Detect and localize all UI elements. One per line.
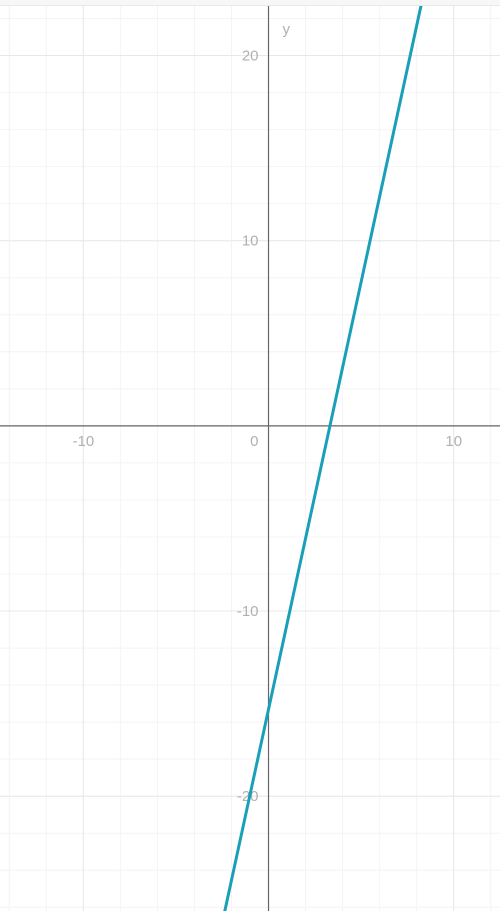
chart-svg: -1010-20-1010200y [0, 0, 500, 911]
y-tick-label: 10 [242, 233, 259, 250]
line-chart: -1010-20-1010200y [0, 0, 500, 911]
origin-label: 0 [250, 433, 258, 450]
y-tick-label: 20 [242, 48, 259, 65]
y-tick-label: -10 [237, 603, 259, 620]
top-border [0, 0, 500, 6]
x-tick-label: 10 [445, 433, 462, 450]
y-axis-label: y [283, 21, 291, 38]
x-tick-label: -10 [72, 433, 94, 450]
